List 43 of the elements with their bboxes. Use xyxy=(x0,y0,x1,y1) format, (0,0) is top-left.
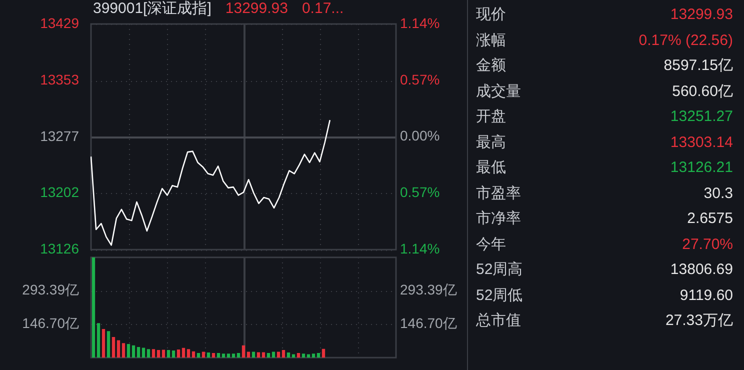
y-tick-label: 13126 xyxy=(40,240,80,256)
text: 0.17... xyxy=(302,0,344,19)
category-label: 市净率 xyxy=(476,209,521,229)
category-label: 今年 xyxy=(476,234,506,254)
y2-tick-label: 1.14% xyxy=(400,14,440,31)
category-label: 金额 xyxy=(476,56,506,76)
text: 560.60亿 xyxy=(672,82,733,100)
category-label: 成交量 xyxy=(476,82,521,102)
y2-tick-label: 293.39亿 xyxy=(400,282,457,298)
text: 8597.15亿 xyxy=(664,57,733,74)
text: 27.33万亿 xyxy=(665,312,733,329)
text: 13303.14 xyxy=(670,134,733,150)
text: 13299.93 xyxy=(225,0,288,19)
category-label: 涨幅 xyxy=(476,30,506,50)
category-label: 市盈率 xyxy=(476,184,521,204)
y-tick-label: 146.70亿 xyxy=(22,315,79,332)
category-label: 最高 xyxy=(476,132,506,152)
y2-tick-label: 0.00% xyxy=(400,128,440,144)
y2-tick-label: 146.70亿 xyxy=(400,315,457,332)
category-label: 现价 xyxy=(476,5,506,25)
category-label: 开盘 xyxy=(476,107,506,127)
category-label: 总市值 xyxy=(476,311,521,331)
y2-tick-label: 1.14% xyxy=(400,240,440,256)
text: 13299.93 xyxy=(670,6,733,23)
y-tick-label: 13353 xyxy=(40,71,80,88)
y2-tick-label: 0.57% xyxy=(400,71,440,88)
text: 30.3 xyxy=(704,184,733,202)
text: 13126.21 xyxy=(670,159,733,176)
text: 2.6575 xyxy=(687,210,733,227)
text: 13251.27 xyxy=(670,108,733,125)
category-label: 52周高 xyxy=(476,260,523,280)
text: 13806.69 xyxy=(670,261,733,278)
y-tick-label: 13202 xyxy=(40,184,80,200)
y-tick-label: 293.39亿 xyxy=(22,282,79,298)
y2-tick-label: 0.57% xyxy=(400,184,440,200)
y-tick-label: 13429 xyxy=(40,14,80,31)
y-tick-label: 13277 xyxy=(40,128,80,144)
text: 0.17% (22.56) xyxy=(638,32,733,48)
chart-title: 399001[深证成指] xyxy=(93,0,212,19)
category-label: 最低 xyxy=(476,158,506,178)
category-label: 52周低 xyxy=(476,286,523,306)
text: 9119.60 xyxy=(680,286,733,304)
text: 27.70% xyxy=(682,236,733,252)
